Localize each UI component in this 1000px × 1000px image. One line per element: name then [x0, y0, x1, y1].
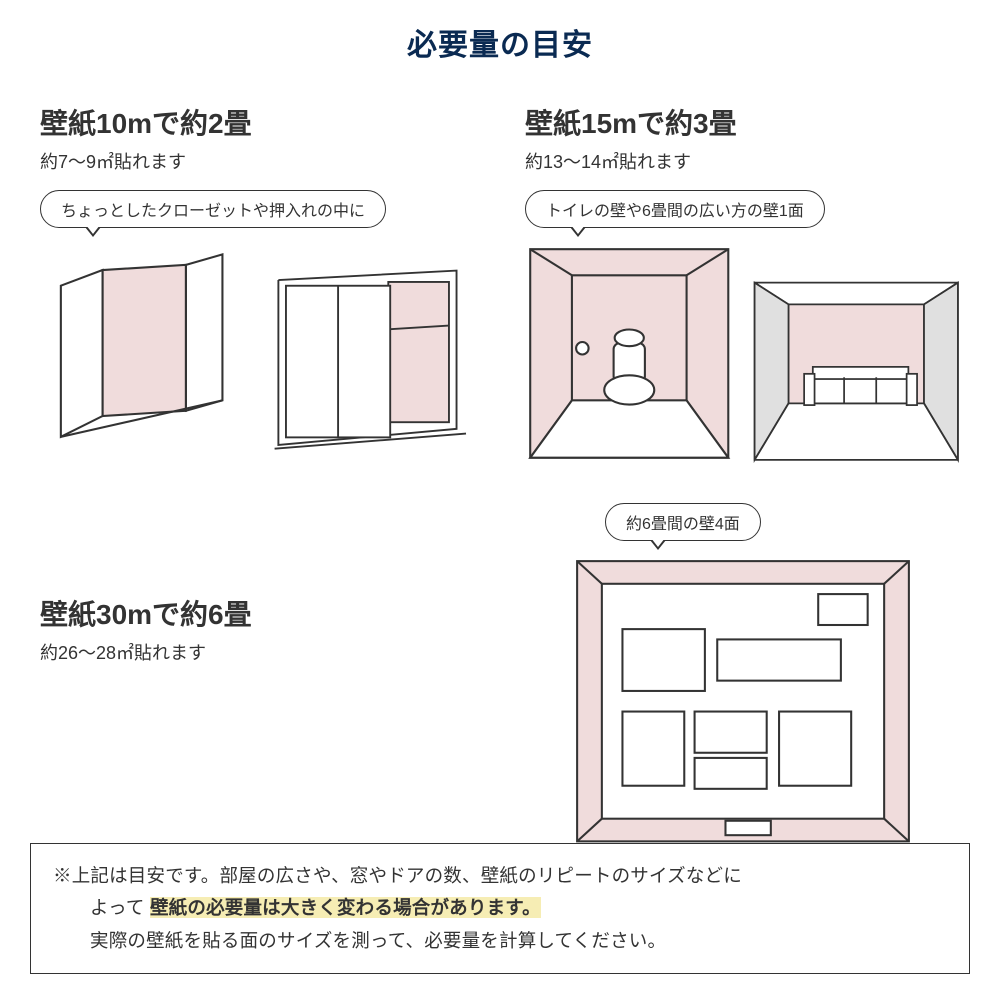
section-10m-bubble: ちょっとしたクローゼットや押入れの中に — [40, 190, 386, 228]
sliding-closet-icon — [267, 263, 476, 453]
section-30m-illustration-block: 約6畳間の壁4面 — [525, 503, 960, 845]
section-15m-illustrations — [525, 244, 960, 463]
section-10m: 壁紙10mで約2畳 約7〜9㎡貼れます ちょっとしたクローゼットや押入れの中に — [40, 102, 475, 463]
section-15m-heading: 壁紙15mで約3畳 — [525, 102, 960, 142]
section-15m-sub: 約13〜14㎡貼れます — [525, 148, 960, 174]
note-line-1: ※上記は目安です。部屋の広さや、窓やドアの数、壁紙のリピートのサイズなどに — [53, 860, 947, 892]
closet-alcove-icon — [40, 244, 249, 453]
note-line-3: 実際の壁紙を貼る面のサイズを測って、必要量を計算してください。 — [53, 925, 947, 957]
section-10m-illustrations — [40, 244, 475, 453]
section-15m-bubble: トイレの壁や6畳間の広い方の壁1面 — [525, 190, 825, 228]
section-30m-sub: 約26〜28㎡貼れます — [40, 639, 475, 665]
note-line-2: よって 壁紙の必要量は大きく変わる場合があります。 — [53, 892, 947, 924]
section-30m: 壁紙30mで約6畳 約26〜28㎡貼れます — [40, 503, 475, 845]
note-line-2-pre: よって — [90, 897, 145, 918]
note-box: ※上記は目安です。部屋の広さや、窓やドアの数、壁紙のリピートのサイズなどに よっ… — [30, 843, 970, 974]
page-title: 必要量の目安 — [30, 20, 970, 64]
section-10m-heading: 壁紙10mで約2畳 — [40, 102, 475, 142]
living-wall-icon — [752, 280, 961, 462]
room-floorplan-icon — [573, 557, 913, 845]
section-30m-heading: 壁紙30mで約6畳 — [40, 593, 475, 633]
sections-grid: 壁紙10mで約2畳 約7〜9㎡貼れます ちょっとしたクローゼットや押入れの中に — [30, 102, 970, 845]
section-30m-bubble: 約6畳間の壁4面 — [605, 503, 761, 541]
toilet-room-icon — [525, 244, 734, 463]
section-15m: 壁紙15mで約3畳 約13〜14㎡貼れます トイレの壁や6畳間の広い方の壁1面 — [525, 102, 960, 463]
note-highlight: 壁紙の必要量は大きく変わる場合があります。 — [150, 897, 541, 918]
section-10m-sub: 約7〜9㎡貼れます — [40, 148, 475, 174]
